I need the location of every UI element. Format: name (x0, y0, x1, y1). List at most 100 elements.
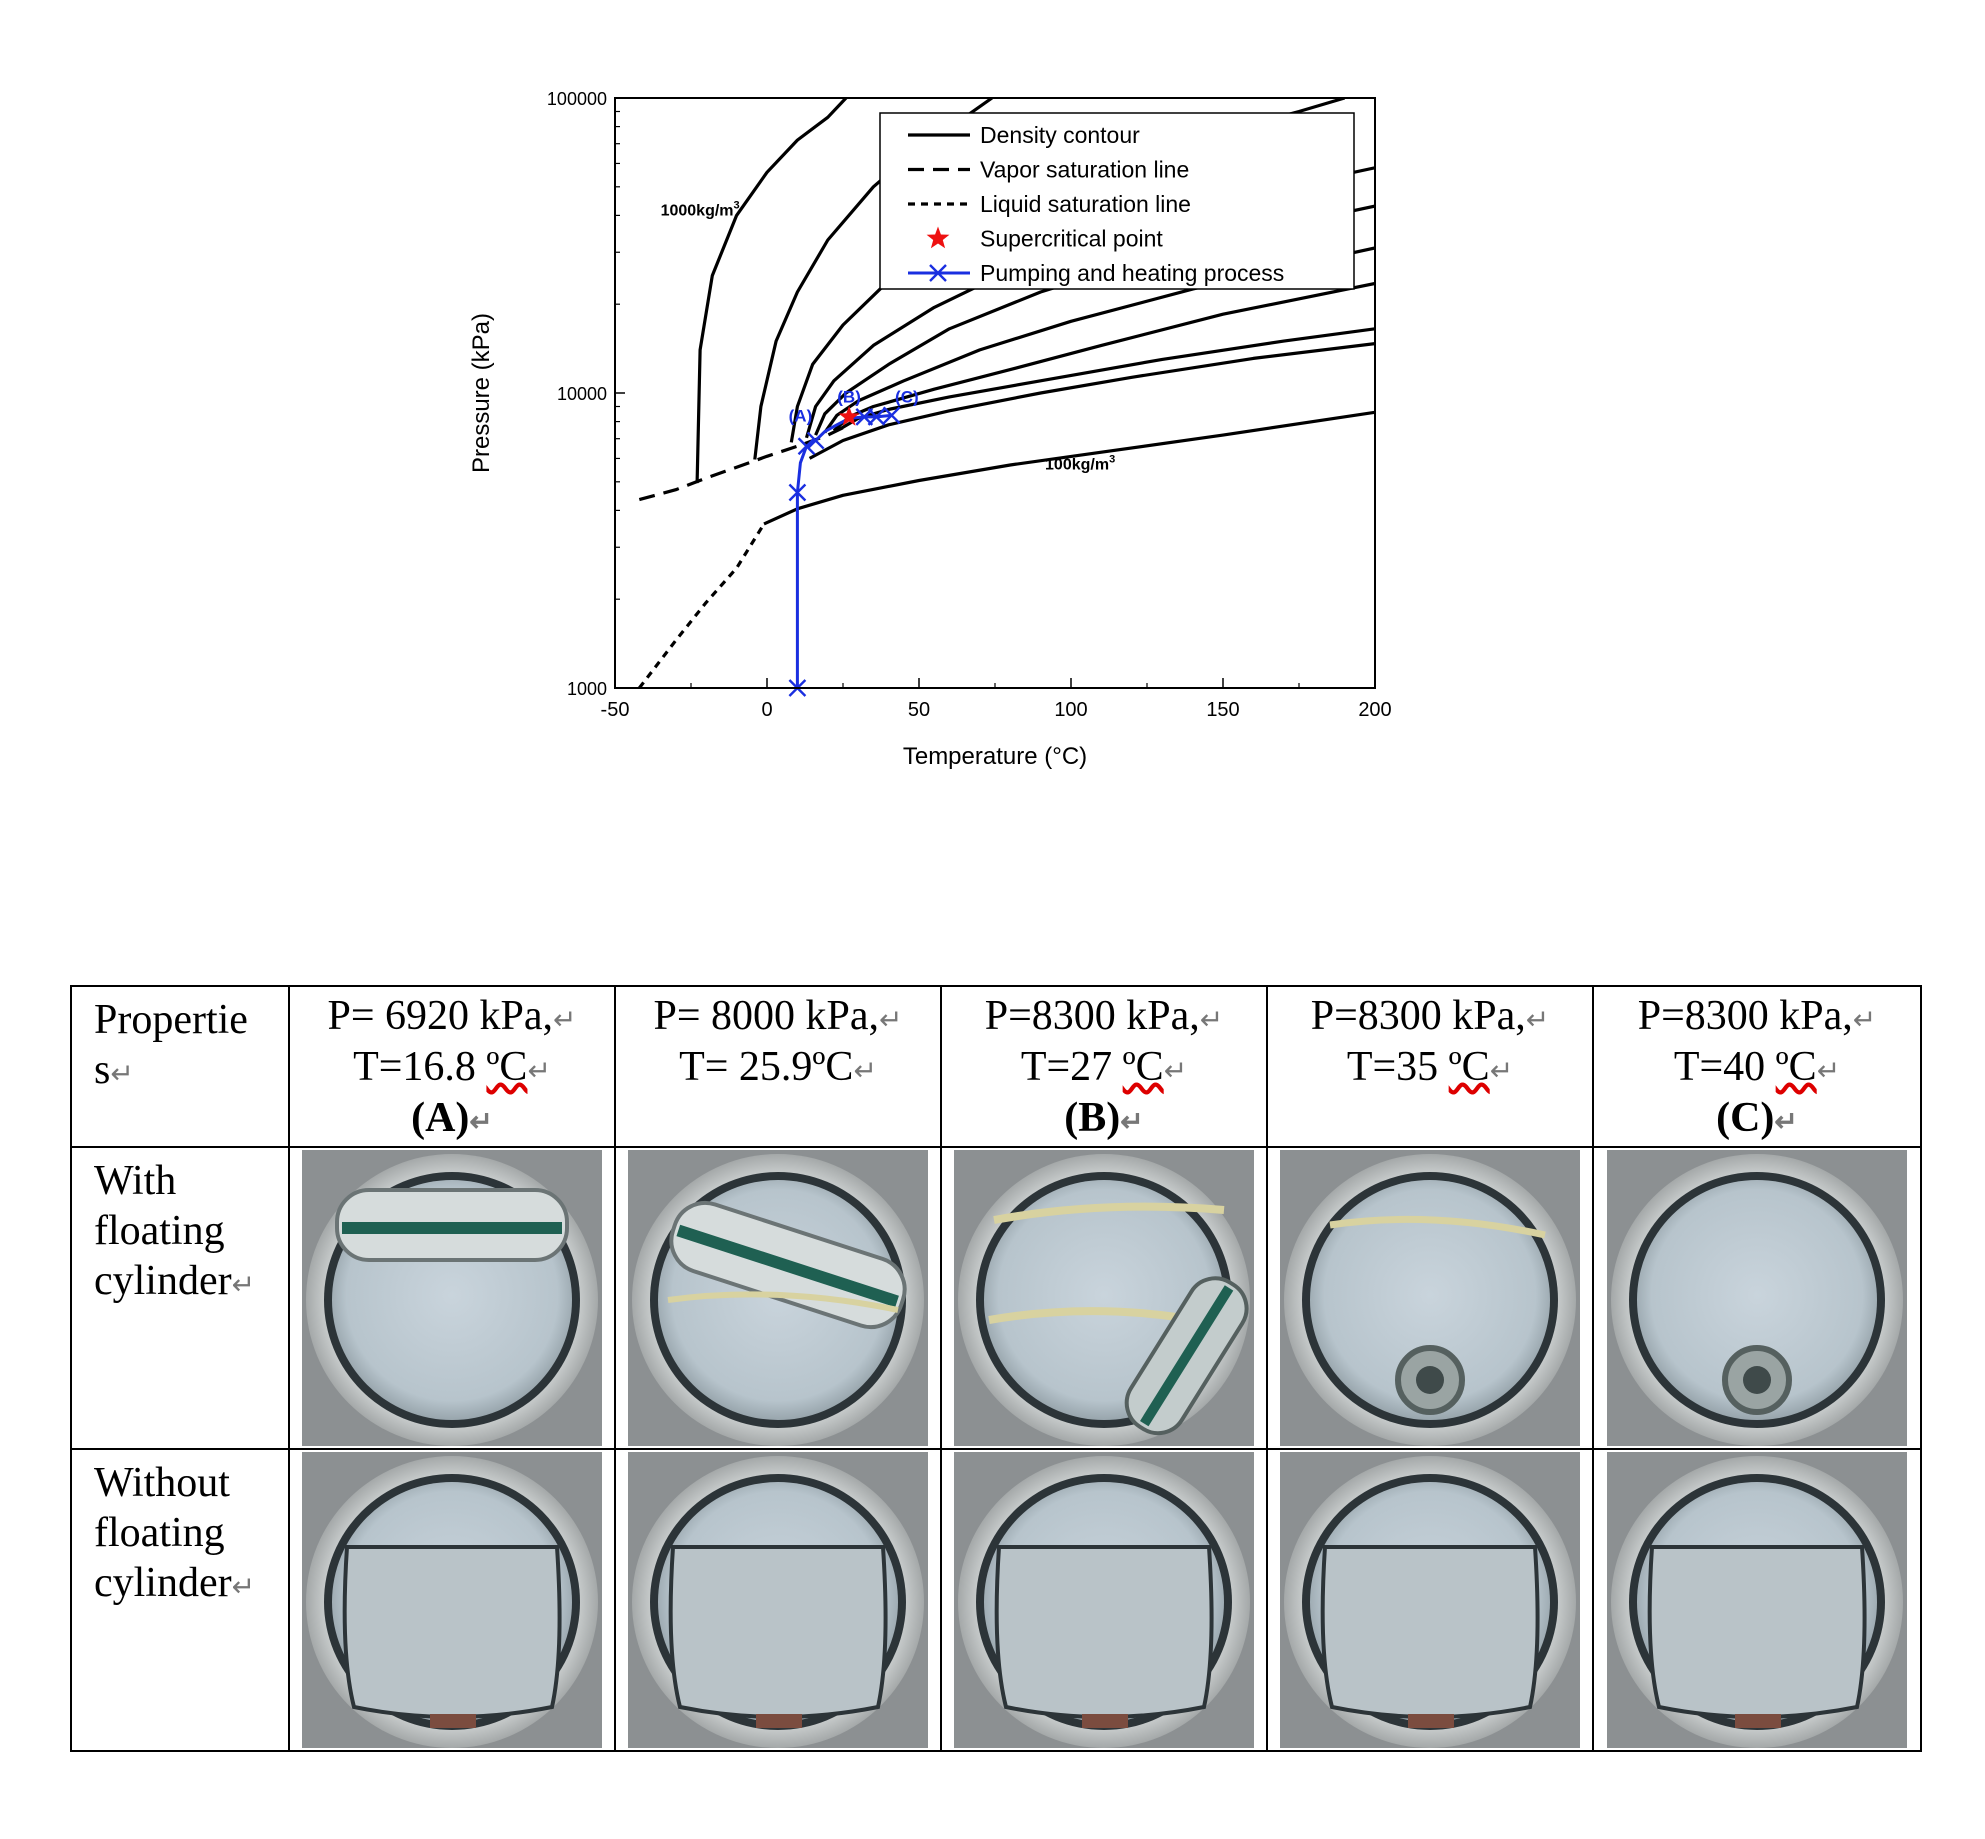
header-row: Propertie s↵ P= 6920 kPa,↵ T=16.8 ºC↵ (A… (70, 985, 1922, 1148)
photo-cell (1592, 1146, 1922, 1450)
corner-label-line-2: s (94, 1047, 111, 1093)
photo-without-cylinder-C (1607, 1452, 1907, 1748)
photo-cell (1266, 1448, 1594, 1752)
return-mark: ↵ (1774, 1107, 1798, 1138)
pressure-value: P=8300 kPa, (984, 993, 1200, 1039)
cylinder-band (676, 1224, 899, 1308)
return-mark: ↵ (231, 1572, 256, 1603)
photo-cell (940, 1448, 1268, 1752)
return-mark: ↵ (1525, 1005, 1550, 1036)
liquid-region (342, 1545, 562, 1719)
legend-label: Vapor saturation line (980, 157, 1189, 183)
liquid-surface (667, 1291, 899, 1313)
row-label-cell: With floating cylinder↵ (70, 1146, 290, 1450)
temperature-value: T= 25.9 (679, 1044, 813, 1090)
temperature-unit: ºC (1775, 1044, 1817, 1090)
process-marker (867, 408, 886, 426)
pressure-value: P= 8000 kPa, (653, 993, 880, 1039)
return-mark: ↵ (1852, 1005, 1877, 1036)
annotation-superscript: 3 (734, 199, 740, 211)
x-tick-label: 200 (1358, 699, 1391, 721)
temperature-unit: ºC (812, 1044, 854, 1090)
annotation-label: (B) (837, 387, 861, 406)
photo-without-cylinder-2 (628, 1452, 928, 1748)
header-cell: P=8300 kPa,↵ T=27 ºC↵ (B)↵ (940, 985, 1268, 1148)
x-tick-label: 50 (908, 699, 930, 721)
sensor-block (1408, 1714, 1454, 1728)
photo-without-cylinder-4 (1280, 1452, 1580, 1748)
state-label: (C) (1716, 1095, 1775, 1141)
sensor-block (1735, 1714, 1781, 1728)
return-mark: ↵ (879, 1005, 903, 1036)
photo-with-cylinder-C (1607, 1150, 1907, 1446)
annotation-superscript: 3 (1109, 454, 1115, 466)
legend-symbol-x (929, 264, 947, 282)
photo-cell (614, 1146, 942, 1450)
photo-with-cylinder-2 (628, 1150, 928, 1446)
process-layer (788, 405, 901, 697)
header-cell: P=8300 kPa,↵ T=40 ºC↵ (C)↵ (1592, 985, 1922, 1148)
corner-cell: Propertie s↵ (70, 985, 290, 1148)
return-mark: ↵ (231, 1270, 256, 1301)
series-layer (638, 98, 1375, 688)
annotation-label: 1000kg/m3 (661, 199, 740, 219)
chamber-window (1637, 1180, 1877, 1420)
return-mark: ↵ (1199, 1005, 1224, 1036)
photo-cell (288, 1448, 616, 1752)
supercritical-point-marker (838, 405, 860, 426)
legend-label: Liquid saturation line (980, 191, 1191, 217)
sensor-block (756, 1714, 802, 1728)
liquid-region (994, 1545, 1214, 1719)
row-with-floating-cylinder: With floating cylinder↵ (70, 1146, 1922, 1450)
row-label-cell: Without floating cylinder↵ (70, 1448, 290, 1752)
cylinder-band (1140, 1285, 1234, 1427)
photo-with-cylinder-4 (1280, 1150, 1580, 1446)
corner-label-line-1: Propertie (94, 997, 248, 1043)
cylinder-core (1743, 1366, 1771, 1394)
liquid-region (1320, 1545, 1540, 1719)
series-pumping-heating-process (795, 413, 892, 688)
temperature-value: T=16.8 (353, 1044, 487, 1090)
row-label-line: cylinder (94, 1258, 232, 1304)
cylinder-band (342, 1222, 562, 1234)
x-tick-label: 150 (1206, 699, 1239, 721)
annotation-label: (C) (895, 387, 919, 406)
series-line-10 (808, 342, 1375, 460)
legend: Density contour Vapor saturation line Liqu… (879, 112, 1355, 290)
return-mark: ↵ (1489, 1056, 1514, 1087)
annotation-label: 100kg/m3 (1045, 454, 1115, 474)
series-line-8 (832, 281, 1375, 432)
row-label-line: With (94, 1158, 177, 1204)
state-label: (A) (411, 1095, 470, 1141)
chart: -50 0 50 100 150 200 1000 10000 100000 1000kg/m3… (468, 89, 1392, 770)
legend-label: Pumping and heating process (980, 260, 1284, 286)
pressure-value: P= 6920 kPa, (327, 993, 554, 1039)
legend-box (879, 112, 1355, 290)
annotation-label: (A) (789, 407, 813, 426)
legend-label: Supercritical point (980, 226, 1163, 252)
return-mark: ↵ (1120, 1107, 1144, 1138)
temperature-value: T=35 (1346, 1044, 1449, 1090)
row-label-line: cylinder (94, 1560, 232, 1606)
row-without-floating-cylinder: Without floating cylinder↵ (70, 1448, 1922, 1752)
temperature-value: T=27 (1020, 1044, 1123, 1090)
axis-layer: -50 0 50 100 150 200 1000 10000 100000 (547, 89, 1392, 721)
series-line-2 (695, 98, 848, 484)
temperature-value: T=40 (1673, 1044, 1776, 1090)
y-tick-label: 10000 (557, 384, 607, 404)
series-line-11 (763, 410, 1375, 526)
x-tick-label: 100 (1054, 699, 1087, 721)
header-cell: P=8300 kPa,↵ T=35 ºC↵ (1266, 985, 1594, 1148)
pressure-value: P=8300 kPa, (1310, 993, 1526, 1039)
return-mark: ↵ (853, 1056, 877, 1087)
header-cell: P= 6920 kPa,↵ T=16.8 ºC↵ (A)↵ (288, 985, 616, 1148)
liquid-surface (1329, 1215, 1546, 1239)
process-marker (882, 406, 901, 425)
temperature-unit: ºC (486, 1044, 528, 1090)
return-mark: ↵ (1163, 1056, 1188, 1087)
photo-cell (1266, 1146, 1594, 1450)
series-line-1 (638, 523, 766, 688)
x-axis-label: Temperature (°C) (903, 743, 1087, 770)
cylinder-core (1416, 1366, 1444, 1394)
return-mark: ↵ (527, 1056, 551, 1087)
